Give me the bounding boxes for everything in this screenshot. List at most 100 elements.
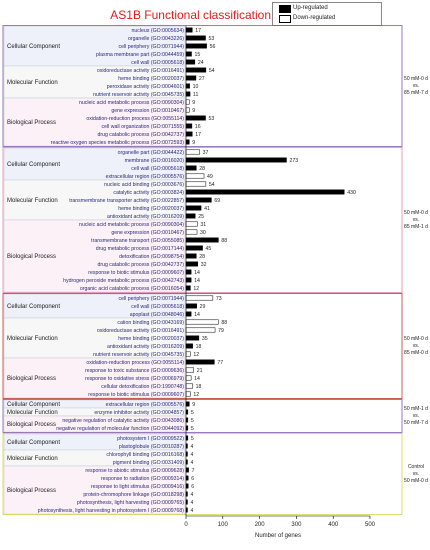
data-label: 88 — [221, 238, 227, 244]
data-label: 21 — [197, 368, 203, 374]
data-label: 14 — [194, 312, 200, 318]
data-label: 41 — [204, 206, 210, 212]
term-label: cation binding (GO:0043169) — [117, 320, 184, 326]
data-label: 37 — [203, 150, 209, 156]
data-label: 14 — [194, 278, 200, 284]
group-band — [3, 465, 186, 515]
block-border — [2, 147, 403, 293]
bar — [185, 319, 219, 325]
x-tick-label: 300 — [291, 522, 302, 528]
data-label: 7 — [192, 468, 195, 474]
bar — [185, 383, 193, 389]
term-label: plasma membrane part (GO:0044459) — [96, 52, 184, 58]
group-label: Molecular Function — [7, 410, 58, 416]
term-label: response to radiation (GO:0009314) — [101, 476, 184, 482]
term-label: cell periphery (GO:0071944) — [119, 296, 185, 302]
data-label: 430 — [347, 190, 356, 196]
group-label: Molecular Function — [7, 456, 58, 462]
term-label: response to oxidative stress (GO:0006979… — [85, 376, 184, 382]
data-label: 31 — [200, 222, 206, 228]
bar — [185, 59, 196, 65]
bar — [185, 343, 193, 349]
term-label: photosystem I (GO:0009522) — [117, 436, 184, 442]
term-label: photosynthesis, light harvesting (GO:000… — [77, 500, 184, 506]
bar — [185, 261, 199, 267]
term-label: oxidation-reduction process (GO:0055114) — [86, 116, 184, 122]
term-label: heme binding (GO:0020037) — [118, 76, 184, 82]
block-border — [2, 293, 403, 399]
data-label: 12 — [193, 352, 199, 358]
term-label: response to toxic substance (GO:0009636) — [85, 368, 184, 374]
group-label: Biological Process — [7, 254, 56, 260]
data-label: 79 — [218, 328, 224, 334]
bar — [185, 401, 190, 407]
bar — [185, 221, 198, 227]
bar — [185, 375, 192, 381]
term-label: organic acid catabolic process (GO:00160… — [80, 286, 184, 292]
data-label: 4 — [190, 500, 193, 506]
term-label: detoxification (GO:0098754) — [119, 254, 184, 260]
x-tick-label: 0 — [184, 522, 188, 528]
bar — [185, 51, 192, 57]
bar — [185, 391, 191, 397]
comparison-label: 85 mM-0 d — [404, 350, 428, 356]
data-label: 9 — [192, 402, 195, 408]
term-label: cell wall (GO:0005618) — [131, 60, 184, 66]
block-border — [2, 433, 403, 515]
comparison-label: vs. — [413, 83, 419, 89]
term-label: nucleus (GO:0005634) — [132, 28, 185, 34]
bar — [185, 83, 190, 89]
term-label: protein-chromophore linkage (GO:0018298) — [83, 492, 184, 498]
term-label: chlorophyll binding (GO:0016168) — [106, 452, 184, 458]
data-label: 5 — [191, 436, 194, 442]
bar — [185, 295, 214, 301]
bar — [185, 149, 200, 155]
data-label: 28 — [199, 166, 205, 172]
data-label: 9 — [192, 100, 195, 106]
term-label: enzyme inhibitor activity (GO:0004857) — [94, 410, 184, 416]
data-label: 54 — [209, 182, 215, 188]
data-label: 14 — [194, 270, 200, 276]
term-label: response to biotic stimulus (GO:0009607) — [88, 270, 184, 276]
legend-swatch-up — [279, 5, 291, 13]
data-label: 35 — [202, 336, 208, 342]
bar — [185, 75, 197, 81]
term-label: organelle (GO:0043226) — [128, 36, 184, 42]
comparison-label: vs. — [413, 217, 419, 223]
bar — [185, 157, 287, 163]
term-label: cell wall (GO:0005618) — [131, 166, 184, 172]
block-border — [2, 25, 403, 147]
bar — [185, 189, 345, 195]
term-label: membrane (GO:0016020) — [125, 158, 185, 164]
bar — [185, 99, 190, 105]
data-label: 24 — [198, 60, 204, 66]
x-axis-label: Number of genes — [255, 533, 301, 539]
data-label: 73 — [216, 296, 222, 302]
group-label: Cellular Component — [7, 44, 60, 50]
bar — [185, 475, 189, 481]
block-border — [2, 399, 403, 433]
bar — [185, 277, 192, 283]
data-label: 11 — [193, 92, 198, 98]
term-label: cell wall (GO:0005618) — [131, 304, 184, 310]
term-label: heme binding (GO:0020037) — [118, 206, 184, 212]
term-label: reactive oxygen species metabolic proces… — [51, 140, 184, 146]
data-label: 54 — [209, 68, 215, 74]
data-label: 10 — [193, 84, 199, 90]
bar — [185, 91, 191, 97]
legend-label-down: Down-regulated — [293, 15, 336, 21]
group-band — [3, 293, 186, 319]
term-label: hydrogen peroxide metabolic process (GO:… — [63, 278, 184, 284]
comparison-label: 50 mM-1 d — [404, 406, 428, 412]
term-label: gene expression (GO:0010467) — [111, 230, 184, 236]
term-label: plastoglobule (GO:0010287) — [119, 444, 184, 450]
legend-label-up: Up-regulated — [293, 5, 328, 11]
term-label: catalytic activity (GO:0003824) — [113, 190, 184, 196]
term-label: nucleic acid metabolic process (GO:00903… — [79, 222, 184, 228]
group-band — [3, 179, 186, 221]
term-label: extracellular region (GO:0005576) — [106, 402, 185, 408]
term-label: drug catabolic process (GO:0042737) — [97, 132, 184, 138]
data-label: 56 — [210, 44, 216, 50]
comparison-label: vs. — [413, 343, 419, 349]
